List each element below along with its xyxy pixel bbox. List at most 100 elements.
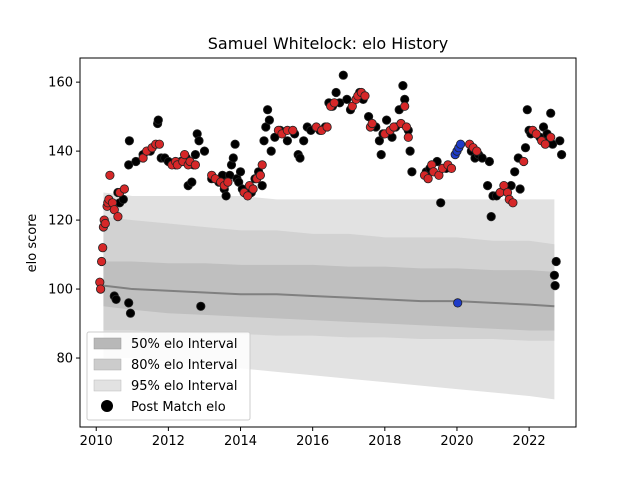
axes-frame: [79, 57, 577, 428]
x-tick-label: 2012: [152, 434, 185, 449]
legend-label-50: 50% elo Interval: [131, 337, 238, 352]
legend-label-95: 95% elo Interval: [131, 379, 238, 394]
data-point: [105, 170, 115, 180]
data-point: [398, 81, 408, 91]
data-point: [401, 122, 412, 132]
y-tick-label: 160: [48, 76, 73, 91]
legend-box: [86, 331, 251, 421]
median-line: [103, 284, 555, 308]
data-point: [403, 132, 413, 142]
data-point: [243, 191, 253, 201]
x-tick-label: 2010: [80, 434, 113, 449]
data-point: [194, 136, 204, 146]
legend-swatch-80: [93, 358, 122, 371]
data-point: [230, 139, 240, 149]
data-point: [199, 146, 210, 156]
data-point: [360, 91, 370, 101]
data-point: [455, 139, 466, 149]
data-point: [540, 139, 550, 149]
legend-label-post-match: Post Match elo: [131, 400, 226, 415]
data-point: [436, 198, 446, 208]
data-point: [400, 101, 410, 111]
data-point: [331, 87, 341, 98]
data-point: [338, 70, 348, 80]
y-axis-label: elo score: [25, 214, 40, 273]
data-point: [282, 136, 292, 146]
data-point: [546, 132, 556, 142]
x-tick-label: 2016: [296, 434, 329, 449]
data-point: [228, 153, 238, 163]
legend-marker-post-match: [101, 400, 113, 412]
data-point: [299, 136, 309, 146]
data-point: [288, 125, 298, 135]
y-axis-ticks: 80 100 120 140 160: [48, 76, 80, 367]
data-point: [131, 156, 141, 167]
data-point: [113, 212, 123, 222]
data-point: [510, 167, 520, 177]
data-point: [119, 184, 130, 194]
data-points: [95, 70, 567, 318]
data-point: [125, 308, 136, 318]
data-point: [556, 150, 567, 160]
data-point: [342, 94, 352, 105]
data-point: [423, 174, 433, 184]
data-point: [235, 167, 246, 177]
y-tick-label: 80: [56, 352, 73, 367]
data-point: [486, 212, 496, 222]
data-point: [97, 256, 107, 267]
data-point: [248, 184, 258, 194]
data-point: [187, 177, 197, 187]
data-point: [196, 301, 206, 311]
y-tick-label: 140: [48, 145, 73, 160]
data-point: [531, 129, 541, 139]
data-point: [519, 156, 529, 167]
chart-title: Samuel Whitelock: elo History: [208, 34, 448, 53]
data-point: [472, 146, 482, 156]
data-point: [453, 298, 463, 308]
data-point: [264, 115, 274, 125]
data-point: [180, 150, 190, 160]
data-point: [522, 105, 532, 115]
data-point: [405, 146, 415, 156]
data-point: [520, 143, 531, 153]
x-tick-label: 2022: [513, 434, 546, 449]
legend-swatch-95: [93, 379, 122, 392]
data-point: [550, 280, 560, 291]
data-point: [515, 184, 525, 194]
data-point: [124, 136, 134, 146]
data-point: [367, 118, 377, 129]
x-tick-label: 2018: [368, 434, 401, 449]
data-point: [266, 146, 276, 156]
data-point: [376, 150, 386, 160]
data-point: [124, 298, 134, 308]
data-point: [508, 198, 518, 208]
x-axis-ticks: 2010 2012 2014 2016 2018 2020 2022: [80, 427, 546, 449]
data-point: [153, 115, 163, 125]
data-point: [381, 115, 392, 125]
data-point: [154, 139, 164, 149]
data-point: [257, 160, 267, 170]
data-point: [111, 294, 121, 304]
y-tick-label: 120: [48, 214, 73, 229]
data-point: [446, 163, 457, 173]
legend-label-80: 80% elo Interval: [131, 358, 238, 373]
data-point: [482, 181, 493, 191]
data-point: [221, 191, 231, 201]
data-point: [259, 136, 269, 146]
data-point: [223, 177, 233, 187]
data-point: [389, 122, 399, 132]
data-point: [546, 108, 556, 118]
data-point: [190, 160, 200, 170]
data-point: [190, 150, 200, 160]
data-point: [329, 98, 339, 108]
data-point: [257, 181, 267, 191]
x-tick-label: 2014: [224, 434, 257, 449]
y-tick-label: 100: [48, 283, 73, 298]
legend: 50% elo Interval 80% elo Interval 95% el…: [86, 331, 251, 421]
data-point: [322, 122, 332, 132]
legend-swatch-50: [93, 337, 122, 350]
data-point: [549, 270, 560, 280]
data-point: [295, 153, 305, 163]
data-point: [100, 218, 110, 229]
